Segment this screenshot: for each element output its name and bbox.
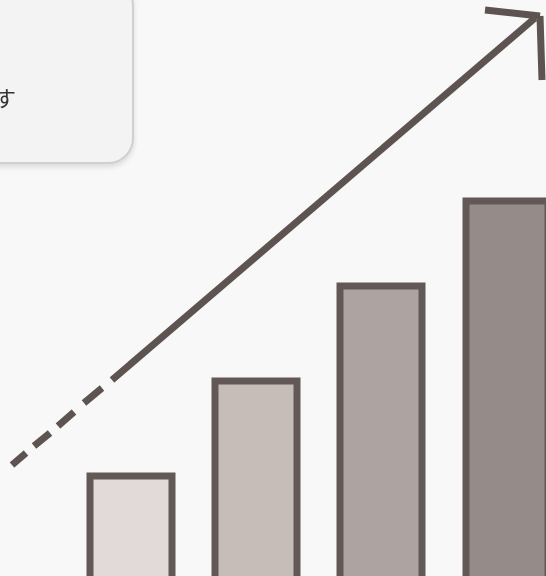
- bar-4: [462, 197, 546, 576]
- growth-arrow: [9, 6, 546, 468]
- card-text: 指す: [0, 88, 17, 113]
- arrow-head-top: [484, 6, 541, 20]
- bar-3: [336, 282, 426, 576]
- arrow-dash: [81, 385, 105, 406]
- arrow-dash: [55, 409, 77, 429]
- arrow-dash: [9, 450, 29, 468]
- arrow-dash: [31, 430, 53, 449]
- arrow-shaft: [109, 15, 538, 383]
- bars-group: [86, 197, 546, 576]
- bar-1: [86, 472, 176, 576]
- bar-2: [211, 377, 301, 576]
- text-card: 指す: [0, 0, 134, 164]
- arrow-head-side: [536, 15, 546, 81]
